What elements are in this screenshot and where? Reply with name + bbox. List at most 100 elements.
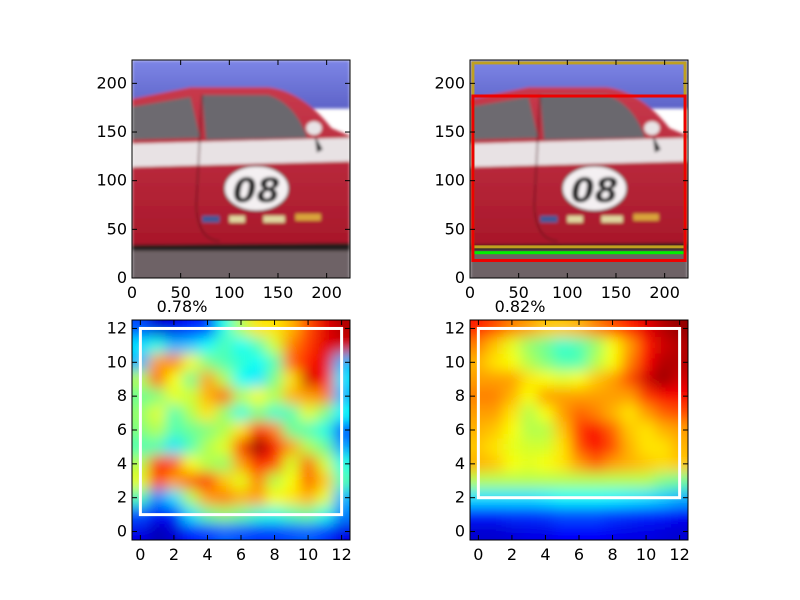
- heatmap-cell: [688, 489, 705, 507]
- heatmap-cell: [587, 353, 605, 372]
- heatmap-cell: [266, 320, 284, 321]
- heatmap-cell: [688, 540, 705, 558]
- heatmap-cell: [249, 320, 267, 321]
- heatmap-cell: [537, 455, 555, 473]
- heatmap-cell: [215, 336, 234, 355]
- heatmap-cell: [620, 472, 639, 490]
- heatmap-cell: [266, 438, 284, 456]
- heatmap-cell: [350, 337, 367, 355]
- y-tick-label: 0: [455, 268, 465, 287]
- heatmap-cell: [453, 540, 470, 558]
- heatmap-cell: [249, 387, 267, 406]
- heatmap-cell: [182, 387, 200, 406]
- x-tick-label: 0: [473, 545, 483, 564]
- car-photo: 08: [470, 60, 688, 278]
- heatmap-cell: [604, 387, 622, 406]
- heatmap-cell: [486, 438, 505, 456]
- heatmap-cell: [688, 455, 705, 473]
- heatmap-cell: [688, 303, 705, 321]
- heatmap-cell: [350, 523, 367, 541]
- heatmap-cell: [299, 353, 318, 372]
- heatmap-cell: [199, 353, 217, 372]
- heatmap-cell: [620, 506, 639, 524]
- heatmap-cell: [553, 387, 572, 406]
- y-tick-label: 100: [96, 171, 127, 190]
- white-stripe: [470, 137, 688, 168]
- y-tick-label: 12: [107, 318, 127, 337]
- heatmap-cell: [637, 523, 656, 540]
- heatmap-cell: [637, 404, 656, 423]
- heatmap-cell: [487, 540, 504, 558]
- x-tick-label: 8: [269, 545, 279, 564]
- heatmap-cell: [299, 336, 318, 355]
- heatmap-cell: [486, 455, 505, 473]
- heatmap-cell: [232, 387, 250, 406]
- heatmap-cell: [553, 336, 572, 355]
- y-tick-label: 10: [107, 352, 127, 371]
- rear-window: [132, 96, 201, 140]
- heatmap-cell: [604, 353, 622, 372]
- heatmap-cell: [232, 421, 250, 440]
- heatmap-cell: [604, 320, 622, 321]
- heatmap-cell: [520, 523, 538, 540]
- heatmap-cell: [654, 320, 672, 321]
- heatmap-cell: [132, 320, 150, 321]
- heatmap-cell: [266, 336, 284, 355]
- heatmap-cell: [299, 387, 318, 406]
- heatmap-cell: [350, 422, 367, 440]
- heatmap-cell: [199, 455, 217, 473]
- heatmap-cell: [553, 438, 572, 456]
- sponsor-decal: [540, 215, 558, 223]
- heatmap-cell: [165, 455, 183, 473]
- y-tick-label: 200: [96, 73, 127, 92]
- heatmap-cell: [620, 523, 639, 540]
- heatmap-cell: [282, 455, 301, 473]
- heatmap-cell: [165, 387, 183, 406]
- heatmap-cell: [637, 336, 656, 355]
- heatmap-cell: [553, 421, 572, 440]
- heatmap-cell: [316, 404, 334, 423]
- heatmap-cell: [637, 387, 656, 406]
- heatmap-cell: [282, 438, 301, 456]
- heatmap-cell: [486, 370, 505, 389]
- x-tick-label: 0: [465, 283, 475, 302]
- heatmap-cell: [587, 370, 605, 389]
- heatmap-cell: [215, 404, 234, 423]
- heatmap-cell: [620, 387, 639, 406]
- car-number: 08: [571, 171, 618, 211]
- heatmap-cell: [553, 353, 572, 372]
- heatmap-cell: [316, 489, 334, 507]
- heatmap-cell: [587, 320, 605, 321]
- heatmap-cell: [537, 353, 555, 372]
- heatmap-cell: [688, 472, 705, 490]
- heatmap-cell: [266, 370, 284, 389]
- heatmap-cell: [232, 489, 250, 507]
- heatmap-cell: [182, 370, 200, 389]
- x-tick-label: 150: [263, 283, 294, 302]
- x-tick-label: 200: [649, 283, 680, 302]
- heatmap-cell: [182, 523, 200, 540]
- heatmap-cell: [232, 472, 250, 490]
- heatmap-cell: [148, 387, 167, 406]
- heatmap-cell: [520, 421, 538, 440]
- heatmap-cell: [165, 523, 183, 540]
- heatmap-cell: [165, 421, 183, 440]
- heatmap-cell: [199, 404, 217, 423]
- heatmap-cell: [165, 489, 183, 507]
- heatmap-cell: [182, 472, 200, 490]
- heatmap-cell: [671, 506, 688, 524]
- heatmap-cell: [148, 370, 167, 389]
- sponsor-decal: [567, 215, 583, 223]
- heatmap-cell: [637, 438, 656, 456]
- heatmap-cell: [266, 455, 284, 473]
- heatmap-cell: [654, 336, 672, 355]
- x-tick-label: 10: [636, 545, 656, 564]
- heatmap-cell: [215, 523, 234, 540]
- heatmap-cell: [520, 370, 538, 389]
- heatmap-cell: [199, 472, 217, 490]
- x-tick-label: 100: [552, 283, 583, 302]
- sponsor-decal: [263, 215, 285, 223]
- y-tick-label: 8: [455, 386, 465, 405]
- heatmap-cell: [165, 404, 183, 423]
- heatmap-cell: [688, 523, 705, 541]
